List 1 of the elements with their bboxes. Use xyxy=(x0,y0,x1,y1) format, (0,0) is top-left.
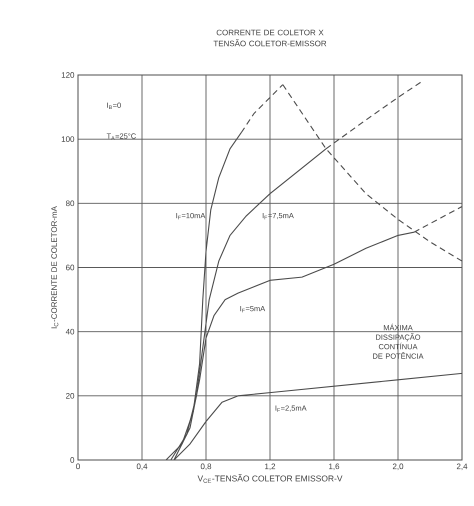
x-axis-title: V$_{CE}$-TENSÃO COLETOR EMISSOR-V xyxy=(198,474,342,483)
